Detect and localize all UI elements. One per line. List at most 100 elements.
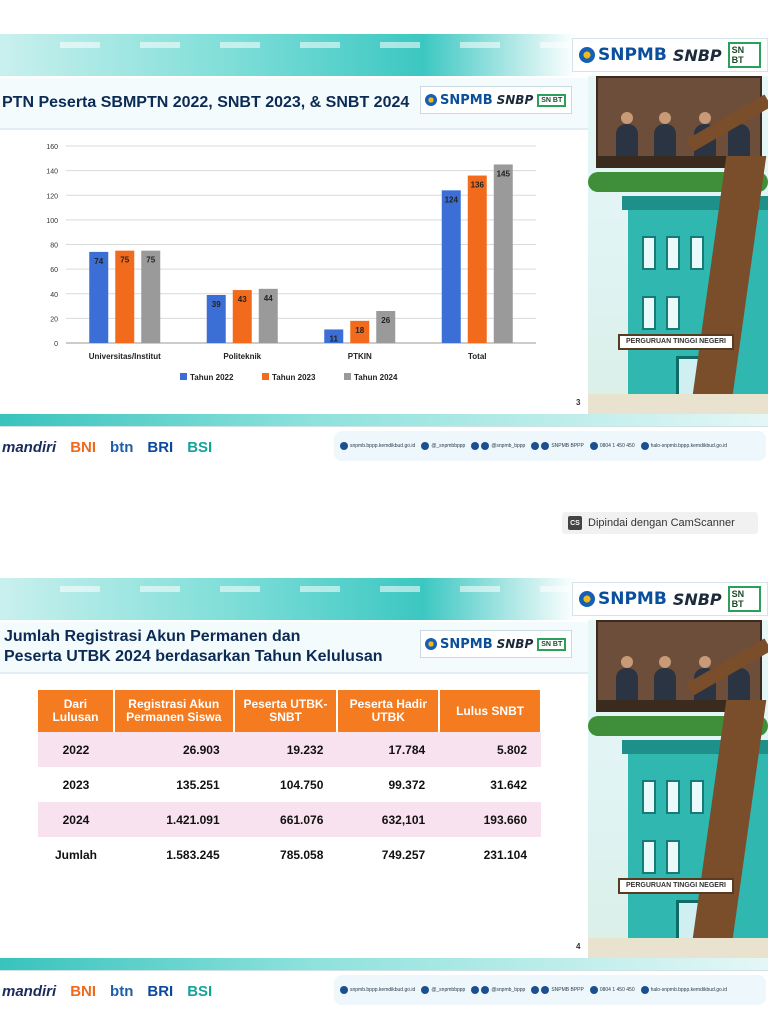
facebook-icon (531, 442, 540, 450)
y-tick-label: 160 (46, 144, 58, 151)
bar (441, 190, 461, 343)
contact-text: 0804 1 450 450 (599, 987, 635, 993)
col-header-hadir: Peserta Hadir UTBK (337, 690, 441, 732)
contact-website: snpmb.bppp.kemdikbud.go.id (340, 986, 415, 994)
registration-table: Dari Lulusan Registrasi Akun Permanen Si… (38, 690, 542, 872)
tiktok-icon (481, 986, 490, 994)
legend-label: Tahun 2023 (272, 373, 316, 382)
snpmb-logo-text: SNPMB (440, 636, 493, 652)
contact-facebook-youtube: SNPMB BPPP (531, 986, 584, 994)
x-icon (471, 986, 480, 994)
phone-icon (589, 986, 598, 994)
sponsor-logos: mandiri BNI btn BRI BSI (0, 435, 330, 459)
panel-logo-bar: SNPMB SNBP SN BT (420, 630, 572, 658)
bar (376, 310, 396, 343)
table-cell: Jumlah (54, 847, 97, 862)
contact-text: SNPMB BPPP (551, 443, 584, 449)
data-label: 74 (94, 257, 103, 266)
y-tick-label: 40 (50, 292, 58, 299)
ground (588, 938, 768, 958)
bar (467, 175, 487, 343)
sponsor-mandiri: mandiri (2, 982, 57, 1000)
tut-wuri-icon (425, 94, 437, 106)
col-header-registrasi: Registrasi Akun Permanen Siswa (113, 690, 235, 732)
globe-icon (340, 442, 348, 450)
snbp-logo: SNBP (496, 637, 534, 651)
window (642, 780, 656, 814)
bar (350, 320, 370, 343)
youtube-icon (541, 986, 550, 994)
sponsor-bni: BNI (70, 982, 97, 1000)
tiktok-icon (481, 442, 490, 450)
table-cell: 1.421.091 (113, 802, 234, 837)
sponsor-bni: BNI (70, 438, 97, 456)
bar (115, 250, 135, 343)
instagram-icon (421, 442, 430, 450)
y-tick-label: 80 (50, 243, 58, 250)
data-label: 44 (264, 294, 273, 303)
sponsor-btn: btn (110, 438, 134, 456)
snpmb-logo: SNPMB (425, 637, 493, 652)
table-cell: 5.802 (439, 732, 541, 767)
snpmb-logo: SNPMB (579, 589, 667, 609)
window (666, 296, 680, 330)
bar (258, 288, 278, 343)
contact-website: snpmb.bppp.kemdikbud.go.id (340, 442, 415, 450)
table-cell: 99.372 (388, 777, 426, 792)
contact-email: halo-snpmb.bppp.kemdikbud.go.id (640, 442, 727, 450)
ground (588, 394, 768, 414)
slide-title-line1: Jumlah Registrasi Akun Permanen dan (4, 628, 301, 645)
tut-wuri-icon (579, 591, 595, 607)
contact-instagram: @_snpmbbppp (421, 442, 465, 450)
top-logo-bar: SNPMB SNBP SN BT (572, 38, 768, 72)
data-label: 124 (445, 195, 459, 204)
contact-text: @_snpmbbppp (431, 987, 466, 993)
bar (141, 250, 161, 343)
window (690, 780, 704, 814)
sponsor-bsi: BSI (187, 982, 213, 1000)
data-label: 136 (471, 181, 485, 190)
contact-text: @snpmb_bppp (491, 443, 526, 449)
footer-band (0, 958, 768, 970)
table-header-row: Dari Lulusan Registrasi Akun Permanen Si… (38, 690, 542, 732)
title-panel: PTN Peserta SBMPTN 2022, SNBT 2023, & SN… (0, 78, 588, 130)
table-row: 2024 1.421.091 661.076 632,101 193.660 (38, 802, 541, 837)
snpmb-logo: SNPMB (579, 45, 667, 65)
sponsor-bri: BRI (147, 438, 174, 456)
window (666, 780, 680, 814)
campus-illustration: PERGURUAN TINGGI NEGERI (588, 76, 768, 414)
contact-facebook-youtube: SNPMB BPPP (531, 442, 584, 450)
table-cell: 632,101 (337, 802, 440, 837)
y-tick-label: 20 (50, 316, 58, 323)
table-cell: 749.257 (381, 847, 426, 862)
snpmb-logo-text: SNPMB (598, 45, 667, 65)
y-tick-label: 120 (46, 193, 58, 200)
person-figure (654, 656, 676, 702)
bar (206, 294, 226, 343)
slide-registrasi: SNPMB SNBP SN BT Jumlah Registrasi Akun … (0, 578, 768, 1010)
window (666, 840, 680, 874)
legend-swatch (262, 373, 269, 380)
table-cell: 1.583.245 (166, 847, 220, 862)
table-cell: 135.251 (176, 777, 220, 792)
legend-swatch (344, 373, 351, 380)
instagram-icon (421, 986, 430, 994)
sponsor-logos: mandiri BNI btn BRI BSI (0, 979, 330, 1003)
data-label: 26 (381, 316, 390, 325)
data-label: 75 (120, 256, 129, 265)
table-cell: 31.642 (490, 777, 527, 792)
table-cell: 2022 (38, 732, 114, 767)
contact-phone: 0804 1 450 450 (589, 986, 635, 994)
x-icon (471, 442, 480, 450)
col-header-lulusan: Dari Lulusan (38, 690, 115, 732)
window (690, 236, 704, 270)
snpmb-logo-text: SNPMB (598, 589, 667, 609)
bar (493, 164, 513, 343)
legend-swatch (180, 373, 187, 380)
slide-ptn-peserta: SNPMB SNBP SN BT PTN Peserta SBMPTN 2022… (0, 34, 768, 466)
tut-wuri-icon (579, 47, 595, 63)
y-tick-label: 0 (54, 341, 58, 348)
contact-email: halo-snpmb.bppp.kemdikbud.go.id (640, 986, 727, 994)
camscanner-text: Dipindai dengan CamScanner (588, 517, 735, 529)
snbt-logo: SN BT (537, 93, 567, 107)
